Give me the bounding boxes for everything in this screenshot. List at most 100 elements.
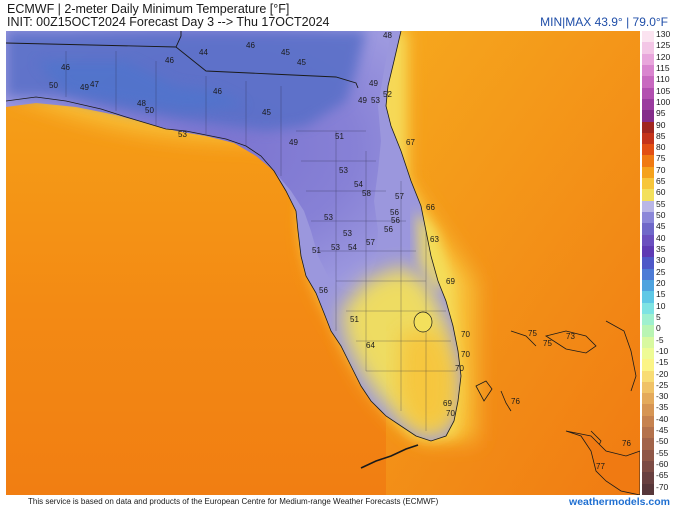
- color-scale-tick-label: 75: [656, 153, 666, 164]
- temperature-value-label: 56: [391, 216, 400, 225]
- color-scale-tick-label: -50: [656, 436, 669, 447]
- color-scale-ticks: 130 125 120 115 110 105 100 95 90 85 80 75 70 65 60 55 5…: [656, 30, 680, 495]
- color-scale-tick-label: 65: [656, 176, 666, 187]
- color-scale-tick-label: 85: [656, 130, 666, 141]
- color-scale-tick-label: -35: [656, 402, 669, 413]
- temperature-value-label: 58: [362, 189, 371, 198]
- color-scale-cell: [642, 393, 654, 405]
- temperature-value-label: 48: [383, 31, 392, 40]
- color-scale-tick-label: -20: [656, 368, 669, 379]
- color-scale-cell: [642, 483, 654, 496]
- temperature-value-label: 75: [528, 329, 537, 338]
- color-scale-cell: [642, 381, 654, 394]
- color-scale-cell: [642, 144, 654, 156]
- color-scale-tick-label: 40: [656, 232, 666, 243]
- color-scale-tick-label: -65: [656, 470, 669, 481]
- temperature-value-label: 56: [319, 286, 328, 295]
- temperature-value-label: 46: [213, 87, 222, 96]
- temperature-map: 48 46 45 44 46 45 46 50 49 47 46 49 49 53 52 48 50 45 51 49…: [6, 31, 640, 495]
- color-scale-cell: [642, 449, 654, 462]
- color-scale-cell: [642, 246, 654, 258]
- temperature-value-label: 51: [312, 246, 321, 255]
- temperature-value-label: 70: [461, 330, 470, 339]
- color-scale-tick-label: 60: [656, 187, 666, 198]
- color-scale-cell: [642, 155, 654, 168]
- color-scale-cell: [642, 268, 654, 281]
- color-scale-cell: [642, 302, 654, 315]
- color-scale-tick-label: 20: [656, 277, 666, 288]
- coastline: [6, 31, 462, 442]
- color-scale-cell: [642, 98, 654, 111]
- temperature-value-label: 54: [348, 243, 357, 252]
- temperature-value-label: 49: [289, 138, 298, 147]
- temperature-value-label: 48: [137, 99, 146, 108]
- color-scale-cell: [642, 415, 654, 428]
- temperature-value-label: 45: [297, 58, 306, 67]
- color-scale-tick-label: 125: [656, 40, 671, 51]
- temperature-value-label: 52: [383, 90, 392, 99]
- temperature-value-label: 53: [343, 229, 352, 238]
- color-scale-tick-label: 110: [656, 74, 670, 85]
- temperature-value-label: 56: [384, 225, 393, 234]
- color-scale-cell: [642, 189, 654, 202]
- color-scale-tick-label: -30: [656, 391, 669, 402]
- color-scale-tick-label: 115: [656, 62, 670, 73]
- temperature-value-label: 45: [281, 48, 290, 57]
- temperature-value-label: 53: [178, 130, 187, 139]
- temperature-value-label: 67: [406, 138, 415, 147]
- color-scale-tick-label: -55: [656, 447, 669, 458]
- color-scale-bar: [642, 31, 654, 496]
- color-scale-tick-label: 100: [656, 96, 671, 107]
- temperature-value-label: 44: [199, 48, 208, 57]
- temperature-value-label: 50: [145, 106, 154, 115]
- temperature-value-label: 53: [339, 166, 348, 175]
- color-scale-cell: [642, 42, 654, 55]
- florida-keys: [360, 444, 419, 469]
- temperature-value-label: 53: [371, 96, 380, 105]
- map-subtitle: INIT: 00Z15OCT2024 Forecast Day 3 --> Th…: [7, 15, 330, 29]
- temperature-value-label: 51: [335, 132, 344, 141]
- temperature-value-label: 56: [390, 208, 399, 217]
- data-credit: This service is based on data and produc…: [28, 497, 439, 506]
- color-scale-cell: [642, 257, 654, 270]
- color-scale-cell: [642, 404, 654, 417]
- color-scale-tick-label: 105: [656, 85, 671, 96]
- map-title: ECMWF | 2-meter Daily Minimum Temperatur…: [7, 2, 290, 16]
- color-scale-tick-label: 0: [656, 323, 661, 334]
- color-scale-tick-label: 90: [656, 119, 666, 130]
- color-scale-cell: [642, 178, 654, 190]
- color-scale-cell: [642, 427, 654, 439]
- temperature-value-label: 57: [366, 238, 375, 247]
- brand-link[interactable]: weathermodels.com: [569, 496, 670, 508]
- color-scale-cell: [642, 336, 654, 349]
- temperature-value-label: 69: [443, 399, 452, 408]
- temperature-value-label: 53: [324, 213, 333, 222]
- temperature-value-label: 54: [354, 180, 363, 189]
- color-scale-tick-label: -5: [656, 334, 664, 345]
- temperature-value-label: 66: [426, 203, 435, 212]
- temperature-value-label: 46: [61, 63, 70, 72]
- color-scale-tick-label: -25: [656, 379, 669, 390]
- color-scale-cell: [642, 76, 654, 89]
- color-scale-tick-label: 80: [656, 142, 666, 153]
- color-scale-cell: [642, 461, 654, 473]
- color-scale-cell: [642, 166, 654, 179]
- temperature-value-label: 53: [331, 243, 340, 252]
- color-scale-cell: [642, 279, 654, 292]
- color-scale-tick-label: 10: [656, 300, 666, 311]
- color-scale-tick-label: 45: [656, 221, 666, 232]
- temperature-value-label: 64: [366, 341, 375, 350]
- color-scale-cell: [642, 438, 654, 451]
- temperature-value-label: 73: [566, 332, 575, 341]
- color-scale-tick-label: -40: [656, 413, 669, 424]
- temperature-value-label: 70: [461, 350, 470, 359]
- color-scale-cell: [642, 234, 654, 247]
- color-scale-tick-label: 30: [656, 255, 666, 266]
- color-scale-tick-label: 50: [656, 210, 666, 221]
- color-scale-cell: [642, 87, 654, 100]
- color-scale-cell: [642, 370, 654, 383]
- color-scale-cell: [642, 359, 654, 371]
- temperature-value-label: 46: [246, 41, 255, 50]
- color-scale-tick-label: 35: [656, 244, 666, 255]
